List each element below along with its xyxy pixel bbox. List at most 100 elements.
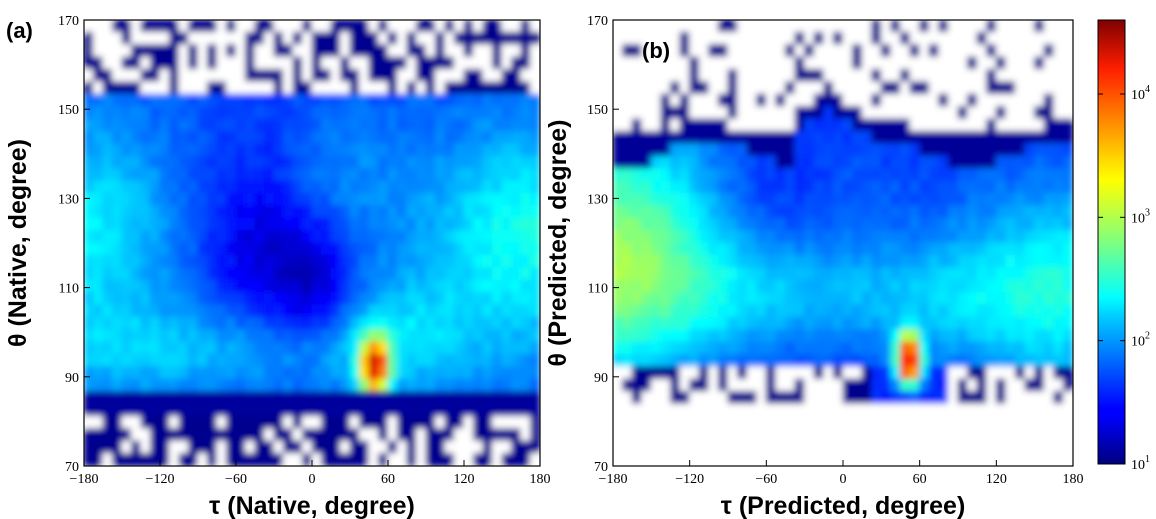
heatmap-b-cell — [813, 205, 825, 219]
heatmap-a-cell — [311, 155, 322, 170]
heatmap-a-cell — [368, 118, 379, 132]
heatmap-a-cell — [150, 31, 161, 46]
heatmap-a-cell — [302, 168, 313, 182]
heatmap-a-cell — [520, 155, 531, 170]
heatmap-a-cell — [416, 180, 427, 194]
heatmap-b-cell — [900, 292, 911, 306]
heatmap-b-cell — [813, 217, 825, 232]
heatmap-b-cell — [986, 143, 997, 157]
heatmap-a-cell — [321, 155, 332, 170]
heatmap-a-cell — [463, 69, 474, 83]
heatmap-b-cell — [880, 440, 892, 455]
heatmap-b-cell — [641, 415, 652, 430]
heatmap-b-cell — [967, 131, 978, 145]
heatmap-b-cell — [947, 180, 959, 194]
heatmap-a-cell — [482, 292, 493, 306]
heatmap-b-cell — [737, 415, 748, 430]
heatmap-a-cell — [302, 192, 313, 207]
heatmap-b-cell — [765, 242, 777, 256]
heatmap-b-cell — [622, 143, 633, 157]
heatmap-b-cell — [794, 254, 806, 269]
heatmap-a-cell — [178, 279, 189, 294]
heatmap-a-cell — [254, 44, 265, 58]
heatmap-a-cell — [150, 329, 161, 343]
heatmap-b-cell — [698, 316, 710, 331]
heatmap-a-cell — [378, 106, 389, 120]
heatmap-a-cell — [330, 31, 341, 46]
heatmap-b-cell — [957, 93, 969, 108]
heatmap-b-cell — [1024, 20, 1036, 33]
heatmap-a-cell — [169, 453, 180, 466]
heatmap-b-cell — [986, 217, 997, 232]
heatmap-a-cell — [235, 415, 246, 430]
heatmap-a-cell — [264, 403, 275, 417]
heatmap-a-cell — [349, 453, 360, 466]
heatmap-b-cell — [832, 81, 844, 95]
heatmap-b-cell — [613, 329, 624, 343]
heatmap-b-cell — [995, 69, 1007, 83]
heatmap-a-cell — [254, 242, 265, 256]
heatmap-b-cell — [861, 403, 873, 417]
heatmap-b-cell — [861, 131, 873, 145]
heatmap-a-cell — [245, 168, 256, 182]
heatmap-b-cell — [995, 168, 1007, 182]
heatmap-a-cell — [349, 391, 360, 405]
heatmap-a-cell — [273, 415, 284, 430]
heatmap-b-cell — [957, 279, 969, 294]
heatmap-a-cell — [264, 180, 275, 194]
heatmap-a-cell — [425, 217, 436, 232]
heatmap-a-cell — [321, 378, 332, 393]
heatmap-b-cell — [622, 279, 633, 294]
heatmap-b-cell — [928, 242, 940, 256]
heatmap-a-cell — [235, 217, 246, 232]
heatmap-a-cell — [473, 93, 484, 108]
heatmap-b-cell — [641, 155, 652, 170]
heatmap-b-cell — [613, 403, 624, 417]
heatmap-b-cell — [775, 106, 786, 120]
heatmap-b-cell — [756, 131, 767, 145]
heatmap-b-cell — [909, 118, 921, 132]
heatmap-b-cell — [1024, 106, 1036, 120]
heatmap-a-cell — [416, 118, 427, 132]
heatmap-b-cell — [689, 242, 700, 256]
heatmap-b-cell — [670, 20, 681, 33]
heatmap-b-cell — [957, 254, 969, 269]
heatmap-b-cell — [861, 341, 873, 355]
heatmap-a-cell — [169, 254, 180, 269]
heatmap-a-cell — [264, 217, 275, 232]
heatmap-b-cell — [794, 378, 806, 393]
heatmap-b-cell — [679, 453, 691, 466]
heatmap-a-cell — [93, 180, 104, 194]
heatmap-a-cell — [207, 131, 218, 145]
heatmap-b-cell — [852, 366, 863, 380]
heatmap-a-cell — [292, 180, 303, 194]
heatmap-b-cell — [919, 292, 930, 306]
heatmap-a-cell — [520, 292, 531, 306]
heatmap-b-cell — [1005, 292, 1016, 306]
heatmap-a-cell — [473, 205, 484, 219]
heatmap-b-cell — [698, 155, 710, 170]
heatmap-a-cell — [425, 415, 436, 430]
heatmap-b-cell — [1053, 106, 1064, 120]
heatmap-a-cell — [359, 44, 370, 58]
heatmap-b-cell — [613, 93, 624, 108]
heatmap-b-cell — [938, 279, 949, 294]
heatmap-a-cell — [444, 242, 455, 256]
heatmap-a-cell — [520, 267, 531, 281]
heatmap-a-cell — [131, 44, 142, 58]
heatmap-b-cell — [967, 316, 978, 331]
heatmap-a-cell — [245, 131, 256, 145]
heatmap-b-cell — [727, 453, 739, 466]
heatmap-b-cell — [1053, 354, 1064, 368]
heatmap-b-cell — [737, 56, 748, 71]
heatmap-b-cell — [928, 378, 940, 393]
heatmap-b-cell — [1043, 118, 1055, 132]
heatmap-a-cell — [349, 292, 360, 306]
heatmap-a-cell — [188, 341, 199, 355]
heatmap-a-cell — [444, 131, 455, 145]
heatmap-a-cell — [387, 93, 398, 108]
heatmap-a-cell — [454, 143, 465, 157]
heatmap-b-cell — [842, 354, 854, 368]
heatmap-a-cell — [140, 81, 151, 95]
heatmap-a-cell — [530, 403, 540, 417]
